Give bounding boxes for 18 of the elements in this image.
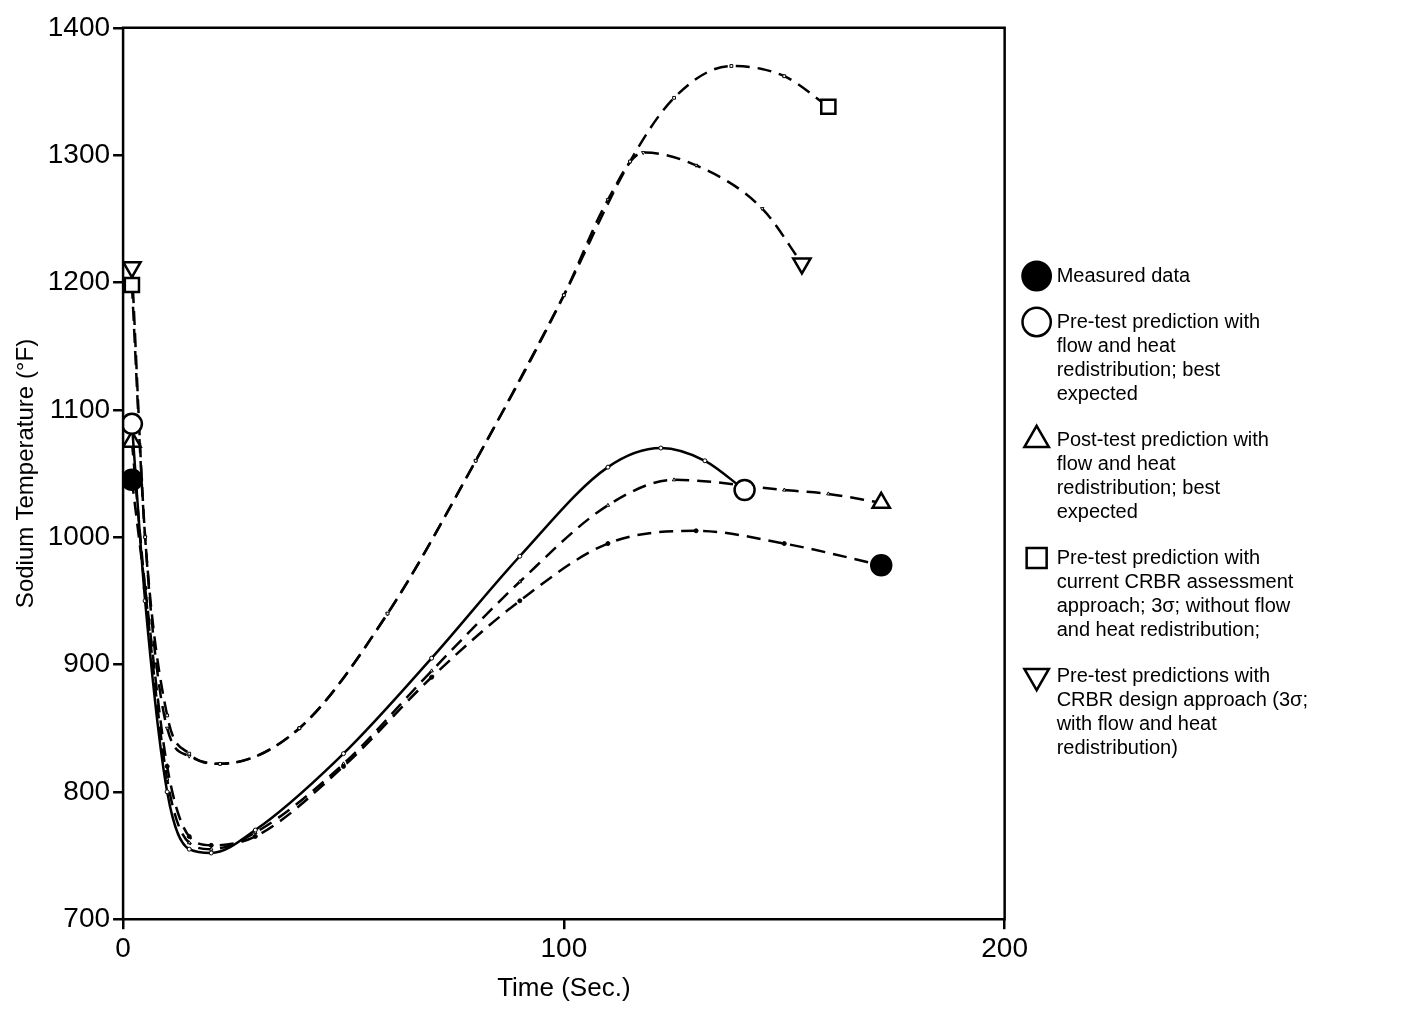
y-tick-label: 1000 [47,519,111,551]
legend-label: Post-test prediction with flow and heat redistribution; best expected [1056,427,1269,522]
legend-label: Measured data [1056,263,1191,286]
y-tick-label: 1300 [47,137,111,169]
x-tick-label: 100 [540,931,588,963]
y-tick-label: 1200 [47,265,111,297]
y-axis-title: Sodium Temperature (°F) [11,338,39,609]
x-axis-title: Time (Sec.) [497,971,631,1002]
y-tick-label: 1100 [49,392,111,424]
y-tick-label: 900 [63,647,111,679]
y-tick-label: 1400 [47,10,111,42]
x-tick-label: 200 [981,931,1028,963]
legend-label: Pre-test prediction with flow and heat redistribution; best expected [1056,309,1261,404]
legend-label: Pre-test predictions with CRBR design approach (3σ; with flow and heat redistribution) [1055,663,1308,758]
legend-label: Pre-test prediction with current CRBR assessment approach; 3σ; without flow and heat redistribution; [1056,545,1294,640]
x-tick-label: 0 [115,931,131,963]
y-tick-label: 800 [63,774,111,806]
y-tick-label: 700 [63,901,111,933]
